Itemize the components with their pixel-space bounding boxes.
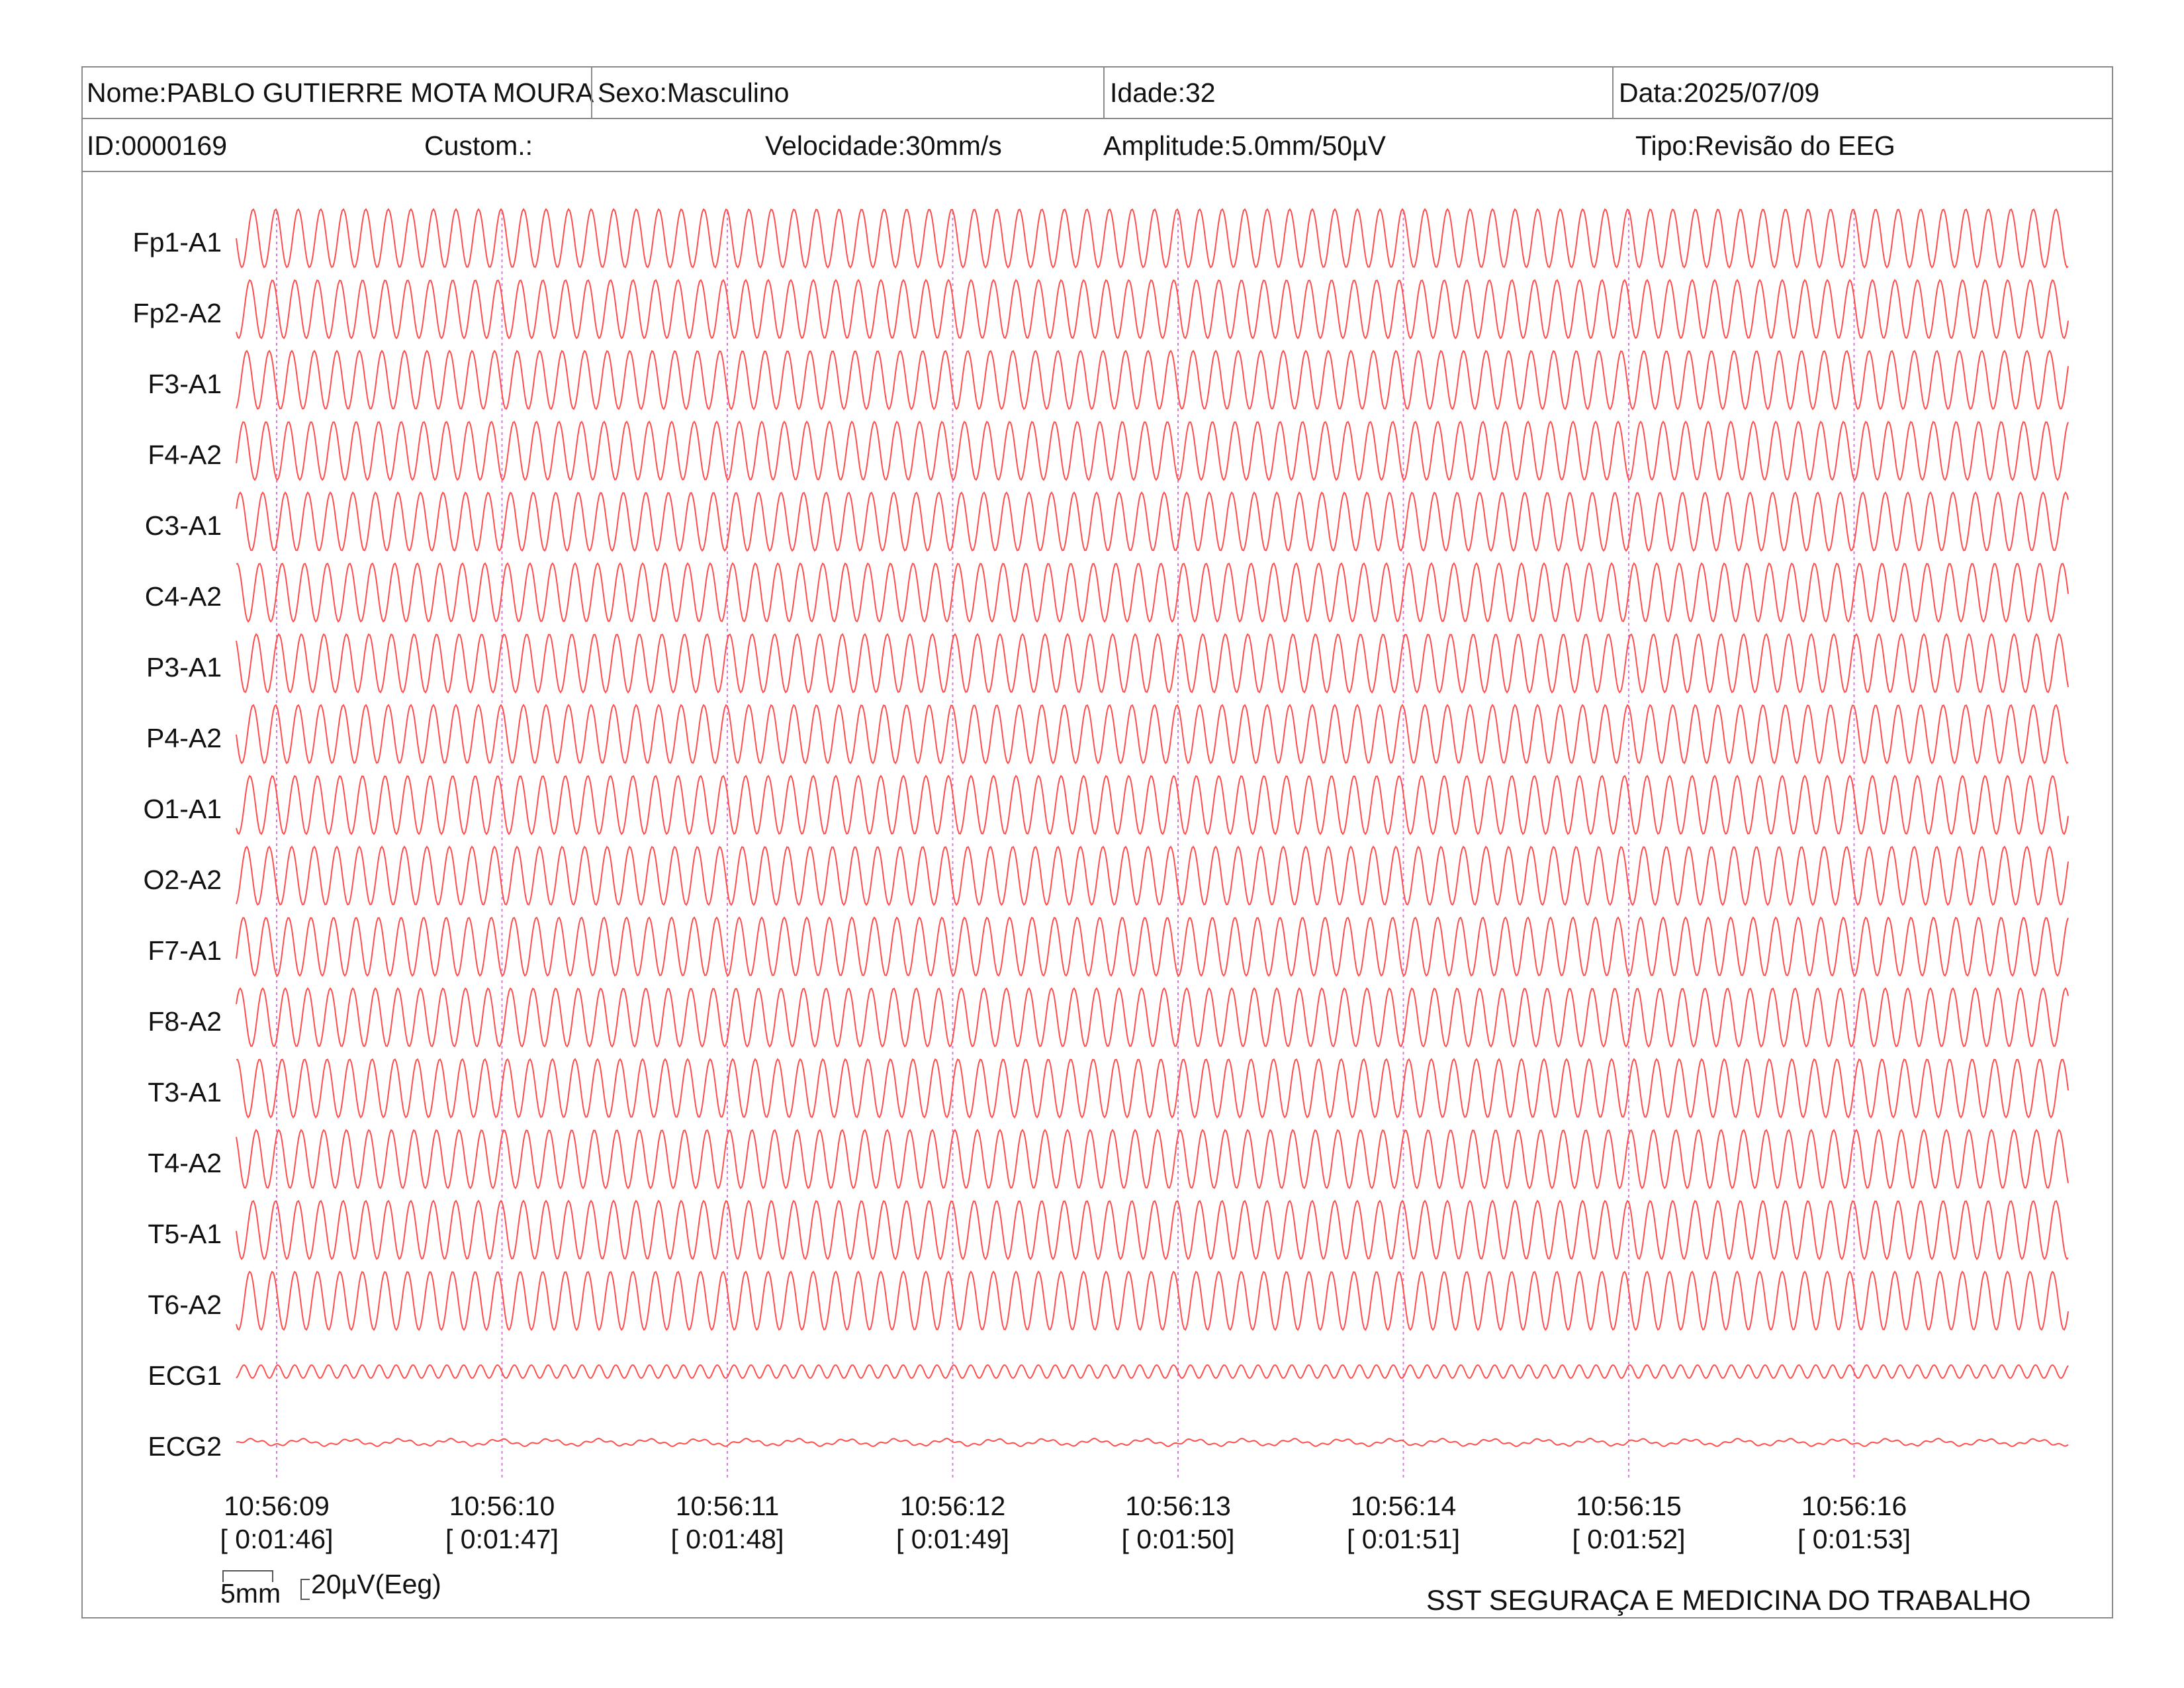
- channel-label: C4-A2: [144, 581, 222, 612]
- channel-label: T4-A2: [148, 1148, 222, 1178]
- channel-label: T6-A2: [148, 1289, 222, 1320]
- patient-age: Idade:32: [1103, 66, 1616, 118]
- channel-trace: [236, 987, 2069, 1048]
- channel-label: Fp2-A2: [132, 298, 222, 328]
- custom-field: Custom.:: [424, 130, 533, 161]
- channel-trace: [236, 350, 2069, 410]
- channel-trace: [236, 704, 2069, 765]
- channel-label: F8-A2: [148, 1006, 222, 1037]
- time-elapsed-label: [ 0:01:53]: [1797, 1524, 1911, 1554]
- time-clock-label: 10:56:13: [1125, 1491, 1231, 1521]
- amplitude-setting: Amplitude:5.0mm/50µV: [1103, 130, 1386, 161]
- time-elapsed-label: [ 0:01:52]: [1572, 1524, 1686, 1554]
- channel-trace: [236, 562, 2069, 623]
- channel-label: F7-A1: [148, 935, 222, 966]
- channel-trace: [236, 633, 2069, 694]
- time-clock-label: 10:56:15: [1576, 1491, 1682, 1521]
- channel-label: T3-A1: [148, 1077, 222, 1107]
- channel-trace: [236, 1129, 2069, 1190]
- channel-label: T5-A1: [148, 1219, 222, 1249]
- organization-name: SST SEGURAÇA E MEDICINA DO TRABALHO: [1426, 1585, 2031, 1617]
- patient-sex: Sexo:Masculino: [591, 66, 1107, 118]
- channel-label: P3-A1: [146, 652, 222, 682]
- review-type: Tipo:Revisão do EEG: [1635, 130, 1895, 161]
- time-scale-label: 5mm: [220, 1578, 281, 1609]
- channel-trace: [236, 1364, 2069, 1380]
- time-scale-bracket: [222, 1570, 273, 1582]
- time-elapsed-label: [ 0:01:47]: [445, 1524, 559, 1554]
- report-frame: [81, 66, 2113, 1618]
- time-elapsed-label: [ 0:01:51]: [1347, 1524, 1460, 1554]
- time-elapsed-label: [ 0:01:50]: [1121, 1524, 1235, 1554]
- channel-trace: [236, 1058, 2069, 1119]
- channel-trace: [236, 1437, 2069, 1448]
- record-date: Data:2025/07/09: [1612, 66, 2113, 118]
- time-clock-label: 10:56:14: [1350, 1491, 1457, 1521]
- channel-label: C3-A1: [144, 510, 222, 541]
- amplitude-scale-bracket: [300, 1579, 310, 1600]
- channel-trace: [236, 1270, 2069, 1331]
- patient-name: Nome:PABLO GUTIERRE MOTA MOURA: [87, 77, 594, 108]
- time-clock-label: 10:56:09: [224, 1491, 330, 1521]
- time-clock-label: 10:56:11: [675, 1491, 780, 1521]
- channel-label: F3-A1: [148, 369, 222, 399]
- speed-setting: Velocidade:30mm/s: [765, 130, 1002, 161]
- amplitude-scale-label: 20µV(Eeg): [311, 1569, 441, 1599]
- header-row-patient: Nome:PABLO GUTIERRE MOTA MOURA Sexo:Masc…: [81, 66, 2113, 119]
- channel-trace: [236, 420, 2069, 481]
- channel-label: P4-A2: [146, 723, 222, 753]
- channel-trace: [236, 774, 2069, 835]
- channel-trace: [236, 1199, 2069, 1260]
- time-clock-label: 10:56:10: [449, 1491, 555, 1521]
- channel-trace: [236, 491, 2069, 552]
- channel-label: O2-A2: [143, 865, 222, 895]
- time-elapsed-label: [ 0:01:48]: [670, 1524, 784, 1554]
- channel-label: ECG1: [148, 1360, 222, 1391]
- time-clock-label: 10:56:16: [1801, 1491, 1907, 1521]
- patient-id: ID:0000169: [87, 130, 228, 161]
- channel-trace: [236, 916, 2069, 977]
- time-clock-label: 10:56:12: [899, 1491, 1006, 1521]
- channel-label: Fp1-A1: [132, 227, 222, 258]
- channel-label: O1-A1: [143, 794, 222, 824]
- channel-trace: [236, 208, 2069, 269]
- time-elapsed-label: [ 0:01:46]: [220, 1524, 334, 1554]
- header-row-recording: ID:0000169 Custom.: Velocidade:30mm/s Am…: [81, 119, 2113, 172]
- channel-trace: [236, 279, 2069, 340]
- channel-label: F4-A2: [148, 440, 222, 470]
- channel-trace: [236, 845, 2069, 906]
- channel-label: ECG2: [148, 1431, 222, 1462]
- time-elapsed-label: [ 0:01:49]: [896, 1524, 1009, 1554]
